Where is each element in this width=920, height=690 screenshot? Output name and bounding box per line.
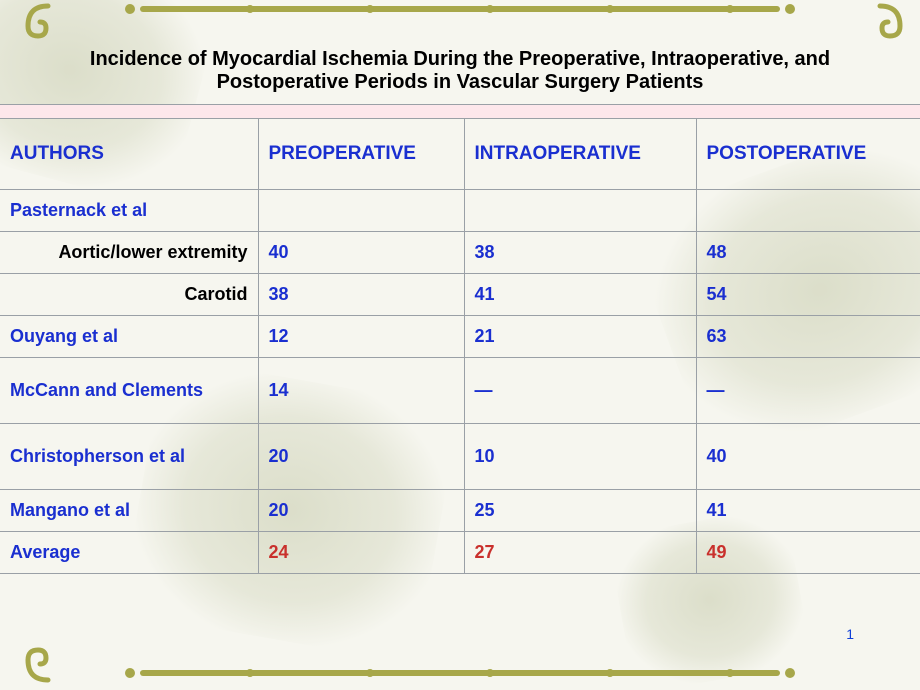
row-average-label: Average [0, 532, 258, 574]
cell-post [696, 190, 920, 232]
data-table-wrap: AUTHORS PREOPERATIVE INTRAOPERATIVE POST… [0, 104, 920, 574]
table-row: McCann and Clements14—— [0, 358, 920, 424]
row-sublabel: Aortic/lower extremity [0, 232, 258, 274]
row-author-label: McCann and Clements [0, 358, 258, 424]
cell-pre: 20 [258, 490, 464, 532]
cell-pre: 38 [258, 274, 464, 316]
page-number: 1 [846, 626, 854, 642]
strip-cell [0, 105, 920, 119]
data-table: AUTHORS PREOPERATIVE INTRAOPERATIVE POST… [0, 104, 920, 574]
row-author-label: Pasternack et al [0, 190, 258, 232]
cell-post: 63 [696, 316, 920, 358]
cell-pre: 20 [258, 424, 464, 490]
cell-post: 54 [696, 274, 920, 316]
table-row: Average242749 [0, 532, 920, 574]
table-row: Ouyang et al122163 [0, 316, 920, 358]
cell-pre [258, 190, 464, 232]
col-preop: PREOPERATIVE [258, 119, 464, 190]
row-sublabel: Carotid [0, 274, 258, 316]
cell-pre: 40 [258, 232, 464, 274]
table-row: Pasternack et al [0, 190, 920, 232]
cell-post: — [696, 358, 920, 424]
cell-intra: 27 [464, 532, 696, 574]
cell-post: 41 [696, 490, 920, 532]
cell-intra: 41 [464, 274, 696, 316]
cell-intra: 10 [464, 424, 696, 490]
cell-pre: 12 [258, 316, 464, 358]
table-row: Carotid384154 [0, 274, 920, 316]
table-row: Aortic/lower extremity403848 [0, 232, 920, 274]
cell-pre: 14 [258, 358, 464, 424]
corner-curl-icon [870, 2, 910, 42]
cell-post: 40 [696, 424, 920, 490]
corner-curl-icon [18, 644, 58, 684]
row-author-label: Christopherson et al [0, 424, 258, 490]
col-postop: POSTOPERATIVE [696, 119, 920, 190]
cell-intra: 25 [464, 490, 696, 532]
cell-intra [464, 190, 696, 232]
col-intraop: INTRAOPERATIVE [464, 119, 696, 190]
bottom-ornament-bar [0, 664, 920, 682]
col-authors: AUTHORS [0, 119, 258, 190]
cell-intra: — [464, 358, 696, 424]
row-author-label: Ouyang et al [0, 316, 258, 358]
row-author-label: Mangano et al [0, 490, 258, 532]
cell-post: 48 [696, 232, 920, 274]
cell-intra: 21 [464, 316, 696, 358]
cell-intra: 38 [464, 232, 696, 274]
corner-curl-icon [18, 2, 58, 42]
top-ornament-bar [0, 0, 920, 18]
cell-post: 49 [696, 532, 920, 574]
cell-pre: 24 [258, 532, 464, 574]
table-top-strip [0, 105, 920, 119]
table-row: Christopherson et al201040 [0, 424, 920, 490]
table-header-row: AUTHORS PREOPERATIVE INTRAOPERATIVE POST… [0, 119, 920, 190]
page-title: Incidence of Myocardial Ischemia During … [30, 48, 890, 94]
table-row: Mangano et al202541 [0, 490, 920, 532]
